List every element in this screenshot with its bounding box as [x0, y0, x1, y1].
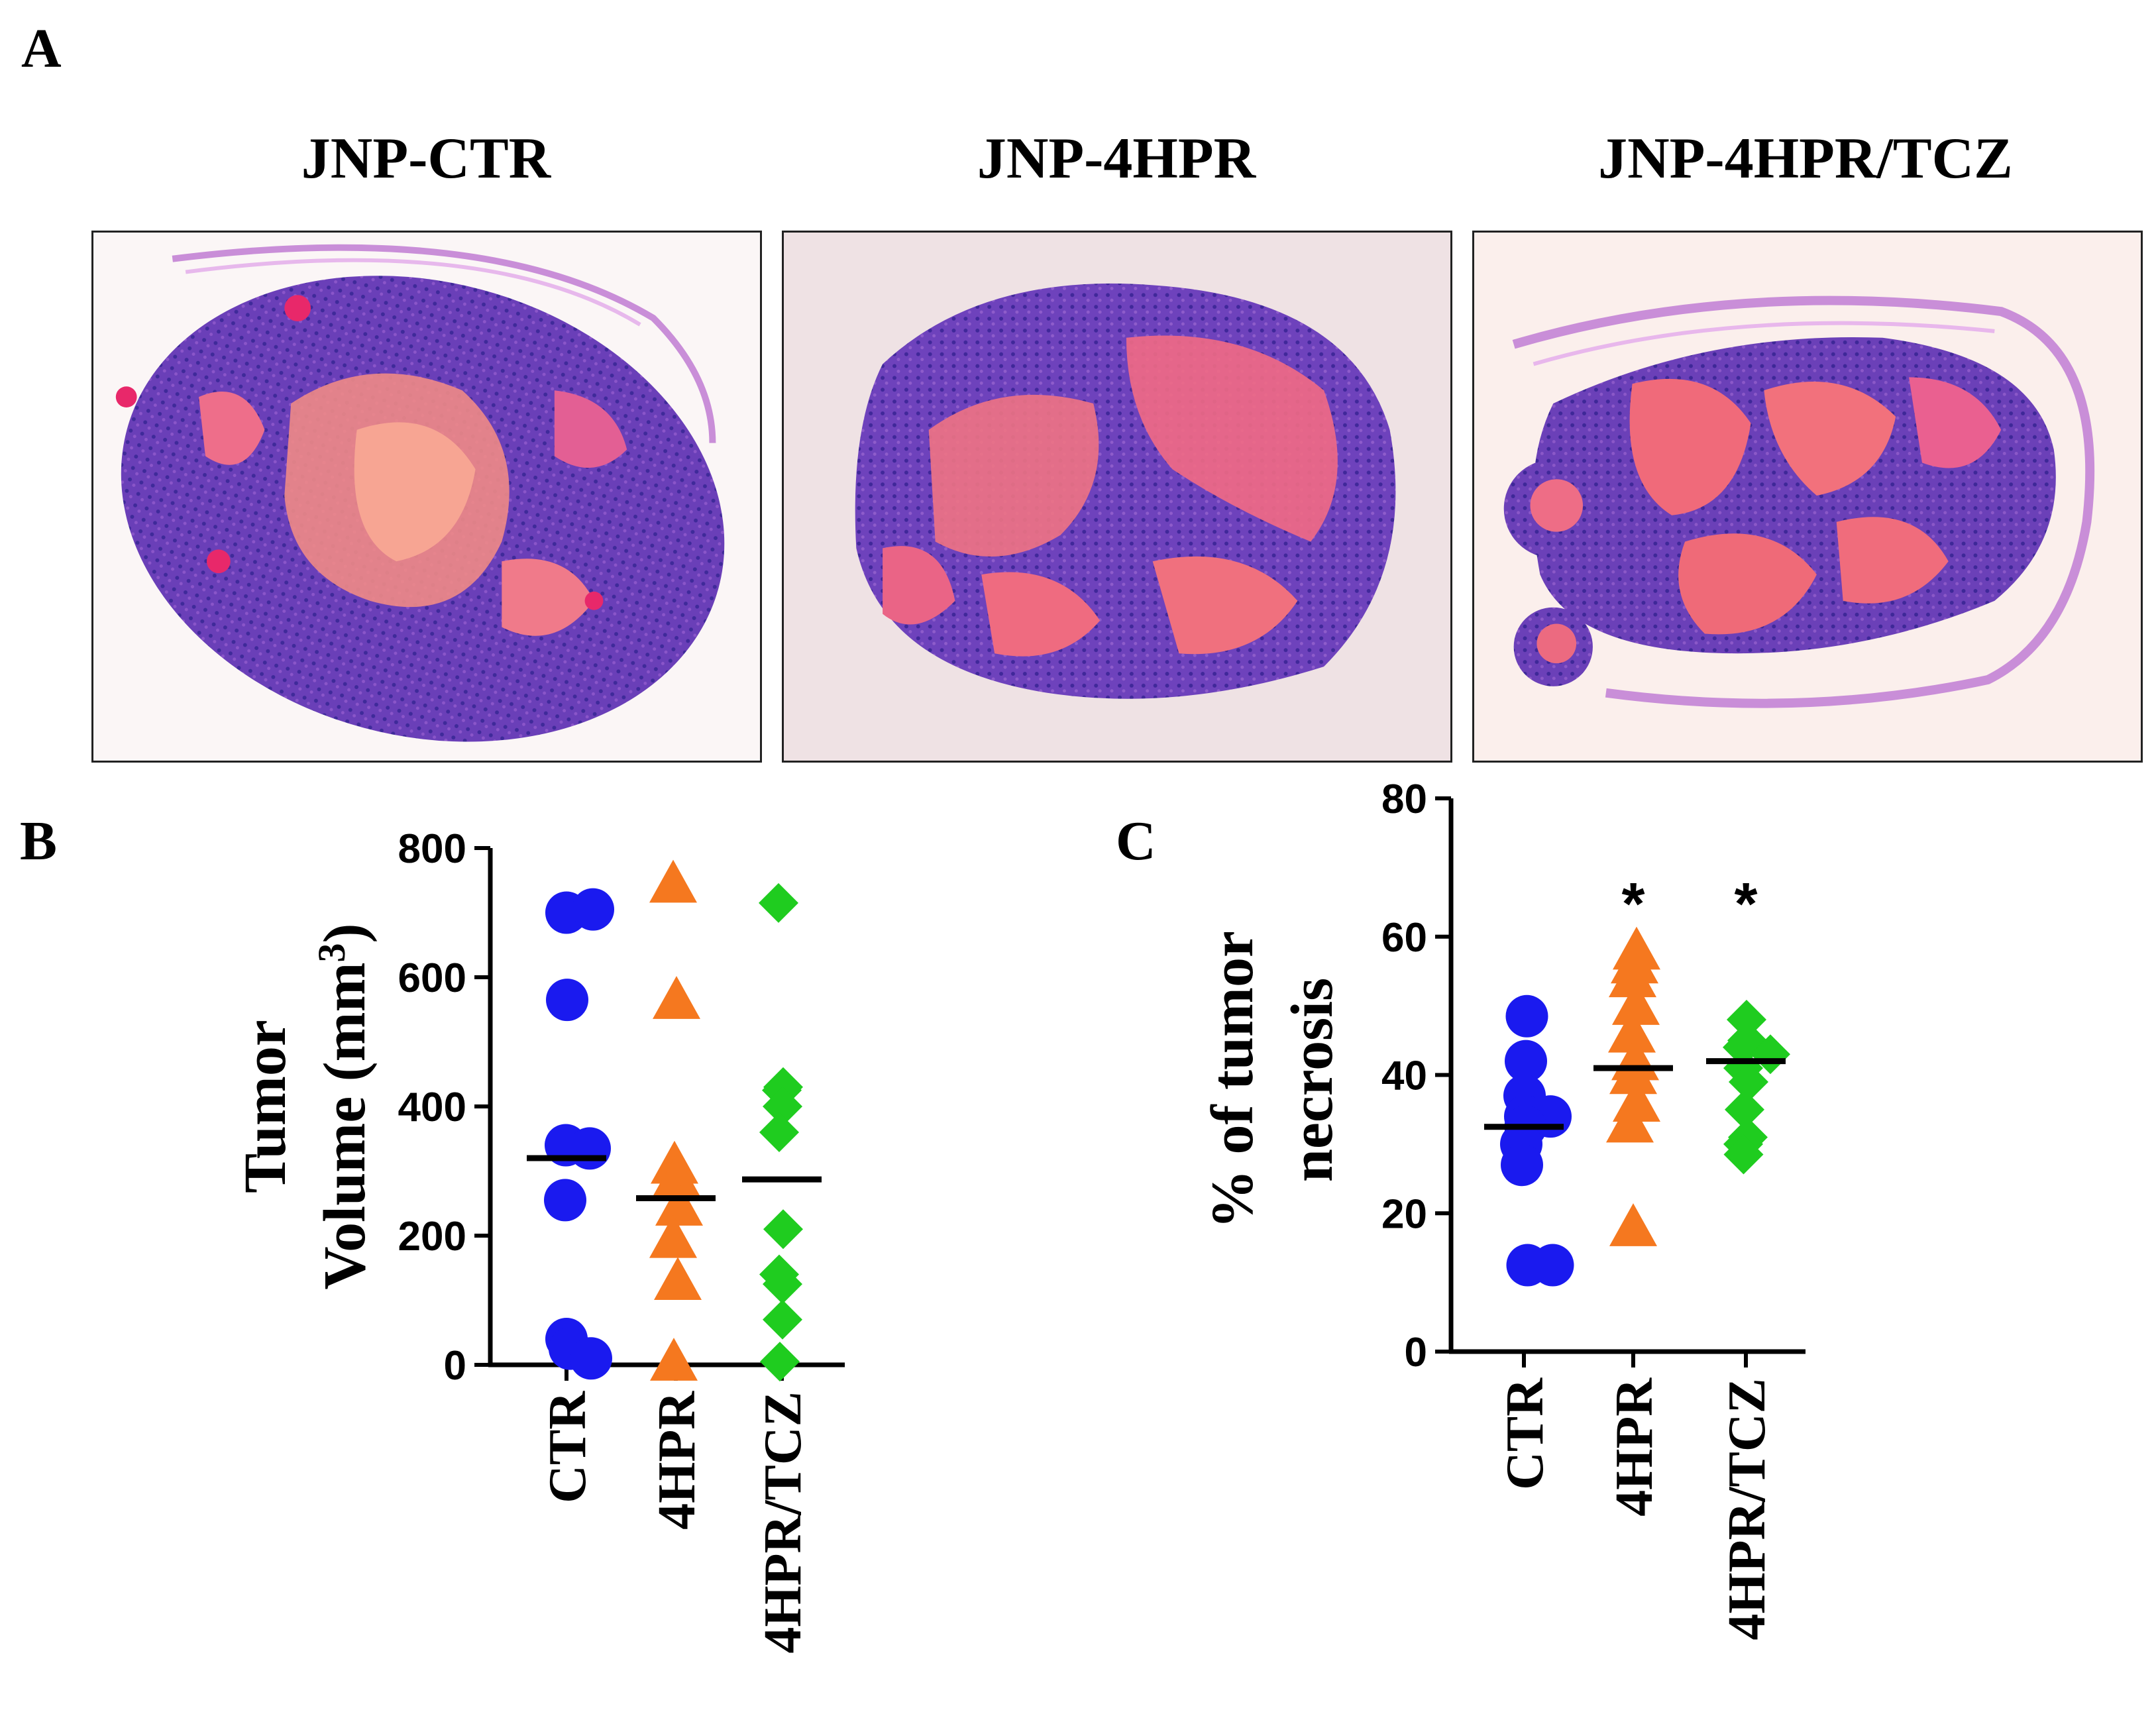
panel-a-label: A [21, 18, 62, 80]
necrosis-point-4HPR [1609, 1051, 1657, 1095]
volume-point-CTR [544, 1179, 586, 1222]
necrosis-category-label: 4HPR/TCZ [1718, 1378, 1776, 1640]
histology-title-ctr: JNP-CTR [301, 127, 551, 191]
volume-point-CTR [546, 979, 588, 1022]
volume-point-4HPR [654, 1257, 702, 1301]
volume-ytick-label: 200 [398, 1214, 466, 1259]
volume-point-4HPR [653, 1153, 700, 1197]
necrosis-point-4HPR [1606, 1099, 1654, 1143]
volume-point-4HPR/TCZ [759, 883, 798, 923]
necrosis-point-4HPR/TCZ [1727, 1000, 1766, 1040]
histology-image-ctr [91, 231, 762, 763]
volume-point-4HPR/TCZ [763, 1299, 802, 1340]
histology-image-4hpr [782, 231, 1452, 763]
volume-point-4HPR/TCZ [763, 1264, 802, 1305]
volume-ytick-label: 600 [398, 955, 466, 1001]
volume-ylabel-line2: Volume (mm3) [310, 923, 378, 1289]
necrosis-ytick-label: 20 [1381, 1191, 1427, 1237]
volume-point-CTR [572, 888, 614, 931]
volume-point-4HPR/TCZ [760, 1342, 800, 1382]
volume-ytick-label: 0 [444, 1343, 466, 1389]
necrosis-category-label: CTR [1496, 1377, 1554, 1490]
necrosis-point-4HPR/TCZ [1751, 1034, 1790, 1075]
necrosis-point-CTR [1505, 994, 1548, 1038]
volume-point-4HPR [655, 1183, 703, 1226]
necrosis-point-CTR [1505, 1040, 1547, 1083]
volume-point-CTR [570, 1337, 612, 1380]
necrosis-category-label: 4HPR [1605, 1377, 1664, 1517]
volume-point-4HPR [649, 1214, 697, 1258]
necrosis-ytick-label: 60 [1381, 915, 1427, 961]
necrosis-significance-star: * [1734, 871, 1757, 937]
necrosis-ytick-label: 80 [1381, 777, 1427, 822]
necrosis-point-CTR [1531, 1244, 1574, 1287]
histology-image-4hpr-tcz [1472, 231, 2143, 763]
volume-point-CTR [568, 1127, 611, 1170]
necrosis-ylabel-line2: necrosis [1279, 978, 1345, 1182]
necrosis-significance-star: * [1621, 871, 1644, 937]
necrosis-point-4HPR [1612, 982, 1660, 1025]
chart-tumor-volume: 0 200 400 600 800 CTR 4HPR 4HPR/TCZ Tumor Volume … [233, 826, 845, 1654]
chart-tumor-necrosis: 0 20 40 60 80 CTR 4HPR 4HPR/TCZ * * % of tumor necr… [1200, 777, 1806, 1640]
volume-point-4HPR [649, 859, 697, 903]
volume-point-4HPR/TCZ [763, 1087, 802, 1126]
volume-point-4HPR/TCZ [759, 1112, 799, 1152]
histology-title-4hpr-tcz: JNP-4HPR/TCZ [1598, 127, 2013, 191]
volume-point-4HPR [650, 1338, 698, 1381]
necrosis-point-4HPR/TCZ [1725, 1089, 1764, 1130]
necrosis-ylabel-line1: % of tumor [1200, 931, 1266, 1229]
volume-category-label: 4HPR [648, 1391, 706, 1530]
necrosis-point-CTR [1501, 1144, 1543, 1187]
necrosis-point-4HPR [1609, 954, 1656, 998]
panel-c-label: C [1116, 810, 1156, 872]
necrosis-point-4HPR [1608, 1009, 1656, 1053]
volume-category-label: 4HPR/TCZ [754, 1391, 812, 1654]
necrosis-ytick-label: 40 [1381, 1053, 1427, 1099]
histology-title-4hpr: JNP-4HPR [977, 127, 1256, 191]
necrosis-point-4HPR/TCZ [1723, 1027, 1762, 1067]
volume-ytick-label: 800 [398, 826, 466, 872]
necrosis-point-4HPR/TCZ [1729, 1061, 1768, 1102]
necrosis-point-4HPR/TCZ [1723, 1134, 1764, 1175]
volume-point-4HPR/TCZ [763, 1209, 803, 1250]
volume-category-label: CTR [539, 1391, 597, 1503]
panel-b-label: B [20, 810, 58, 872]
necrosis-point-4HPR [1609, 1203, 1657, 1246]
volume-point-4HPR [653, 976, 700, 1019]
volume-ytick-label: 400 [398, 1085, 466, 1130]
necrosis-ytick-label: 0 [1405, 1330, 1427, 1375]
volume-ylabel-line1: Tumor [233, 1020, 298, 1193]
